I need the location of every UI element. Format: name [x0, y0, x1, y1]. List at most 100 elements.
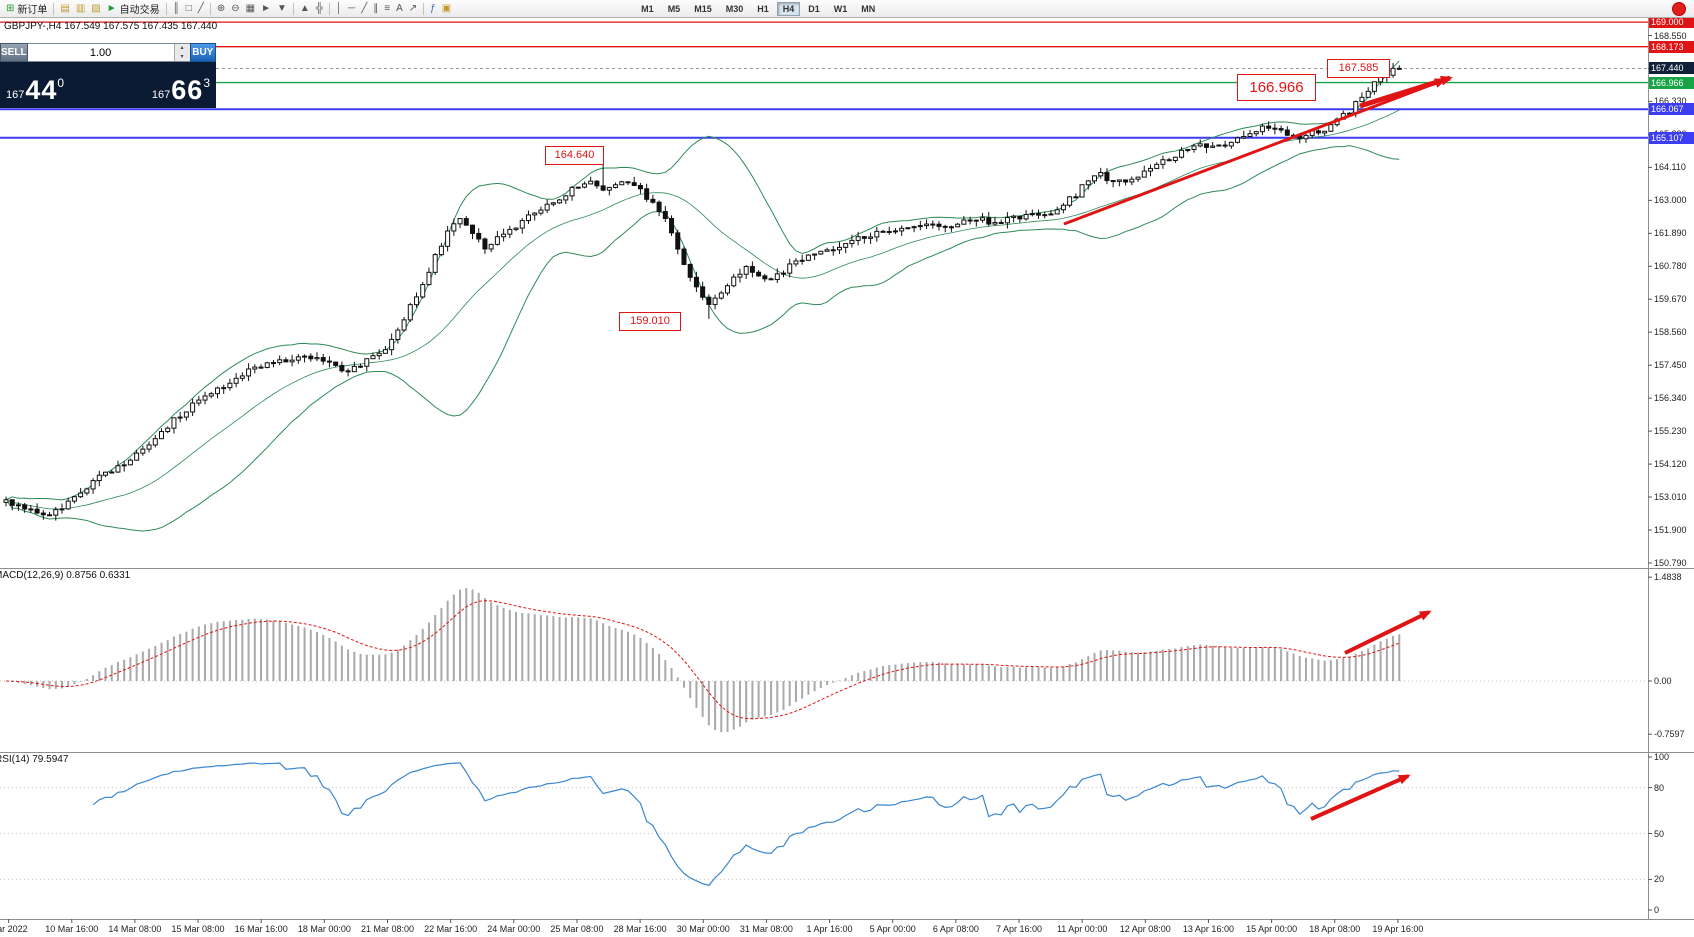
- time-axis-label[interactable]: 28 Mar 16:00: [613, 924, 667, 934]
- time-axis-label[interactable]: 31 Mar 08:00: [739, 924, 793, 934]
- cursor-button[interactable]: ▲: [297, 1, 313, 17]
- time-axis-label[interactable]: 13 Apr 16:00: [1182, 924, 1234, 934]
- macd-axis-label: 1.4838: [1654, 572, 1682, 583]
- text-tool-button[interactable]: A: [393, 1, 406, 17]
- time-axis-label[interactable]: 15 Apr 00:00: [1246, 924, 1298, 934]
- timeframe-w1-button[interactable]: W1: [833, 3, 848, 14]
- time-axis-label[interactable]: 21 Mar 08:00: [360, 924, 415, 934]
- chart-window-icon: ▤: [60, 2, 70, 14]
- chart-type-line-button[interactable]: ╱: [195, 1, 207, 17]
- price-tick-label: 163.000: [1654, 195, 1687, 206]
- timeframe-h1-button[interactable]: H1: [757, 3, 769, 14]
- timeframe-m1-button[interactable]: M1: [641, 3, 654, 14]
- time-axis-label[interactable]: Mar 2022: [0, 924, 28, 934]
- zoom-out-button[interactable]: ⊖: [228, 1, 242, 17]
- time-axis-label[interactable]: 5 Apr 00:00: [869, 924, 916, 934]
- timeframe-m5-button[interactable]: M5: [667, 3, 681, 14]
- price-tick-label: 155.230: [1654, 426, 1687, 437]
- price-badge-168.173: 168.173: [1649, 40, 1694, 53]
- tile-windows-icon: ▦: [245, 2, 256, 14]
- crosshair-button[interactable]: ╬: [313, 1, 326, 17]
- profiles-icon: ▥: [75, 2, 86, 14]
- bollinger-lower-band: [5, 145, 1400, 532]
- rsi-trend-arrow[interactable]: [1310, 774, 1411, 821]
- volume-decrement-button[interactable]: ▾: [174, 52, 190, 61]
- notification-badge[interactable]: [1672, 1, 1686, 16]
- price-tick-label: 150.790: [1654, 557, 1687, 568]
- timeframe-d1-button[interactable]: D1: [808, 3, 820, 14]
- time-axis-label[interactable]: 11 Apr 00:00: [1056, 924, 1108, 934]
- time-axis-label[interactable]: 1 Apr 16:00: [806, 924, 853, 934]
- cursor-icon: ▲: [299, 2, 310, 14]
- timeframe-h4-button[interactable]: H4: [776, 1, 801, 16]
- time-axis-label[interactable]: 6 Apr 08:00: [932, 924, 979, 934]
- macd-trend-arrow[interactable]: [1344, 610, 1432, 655]
- price-tick-label: 151.900: [1654, 525, 1687, 535]
- price-badge-166.966: 166.966: [1649, 76, 1694, 89]
- time-axis-label[interactable]: 10 Mar 16:00: [45, 924, 99, 934]
- new-order-button[interactable]: ⊞ 新订单: [3, 1, 50, 17]
- time-axis-label[interactable]: 18 Mar 00:00: [297, 924, 351, 934]
- vertical-line-button[interactable]: │: [333, 1, 345, 17]
- price-tick-label: 157.450: [1654, 360, 1687, 371]
- indicators-button[interactable]: ƒ: [427, 1, 439, 17]
- price-badge-167.440: 167.440: [1649, 62, 1694, 75]
- price-tick-label: 159.670: [1654, 294, 1687, 305]
- templates-button[interactable]: ▣: [439, 1, 454, 17]
- chart-type-candles-button[interactable]: □: [183, 1, 195, 17]
- time-axis-label[interactable]: 22 Mar 16:00: [424, 924, 478, 934]
- arrows-tool-button[interactable]: ↗: [406, 1, 420, 17]
- chart-type-bars-button[interactable]: ║: [170, 1, 183, 17]
- toolbar: ⊞ 新订单 ▤ ▥ ▨ ► 自动交易 ║ □ ╱ ⊕ ⊖ ▦ ► ▼ ▲ ╬ │ ─ ╱ ∥ ≡ A ↗ ƒ ▣ M1 M5 M15 M3…: [0, 0, 1694, 18]
- auto-trading-button[interactable]: ► 自动交易: [104, 1, 163, 17]
- time-axis-label[interactable]: 30 Mar 00:00: [676, 924, 730, 934]
- timeframe-mn-button[interactable]: MN: [861, 3, 876, 14]
- market-watch-button[interactable]: ▨: [88, 1, 103, 17]
- price-trend-arrow[interactable]: [1063, 78, 1447, 226]
- buy-button[interactable]: BUY: [189, 43, 216, 62]
- chart-type-line-icon: ╱: [197, 2, 204, 14]
- volume-input[interactable]: [27, 44, 174, 61]
- trade-buttons-row: SELL ▴ ▾ BUY: [0, 43, 216, 62]
- timeframe-m30-button[interactable]: M30: [725, 3, 744, 14]
- volume-spinner: ▴ ▾: [173, 44, 190, 61]
- volume-increment-button[interactable]: ▴: [174, 44, 190, 53]
- time-axis-label[interactable]: 12 Apr 08:00: [1119, 924, 1171, 934]
- chart-shift-button[interactable]: ▼: [274, 1, 290, 17]
- equidistant-channel-button[interactable]: ∥: [370, 1, 381, 17]
- chart-window-button[interactable]: ▤: [57, 1, 72, 17]
- time-axis-label[interactable]: 24 Mar 00:00: [487, 924, 541, 934]
- time-axis-label[interactable]: 18 Apr 08:00: [1309, 924, 1361, 934]
- auto-scroll-button[interactable]: ►: [258, 1, 274, 17]
- tile-windows-button[interactable]: ▦: [243, 1, 258, 17]
- price-tick-label: 161.890: [1654, 228, 1687, 239]
- rsi-axis-label: 0: [1654, 905, 1660, 915]
- price-tick-label: 166.330: [1654, 96, 1687, 107]
- chart-type-candles-icon: □: [185, 2, 192, 14]
- price-trend-arrow-bold[interactable]: [1359, 75, 1453, 109]
- trendline-button[interactable]: ╱: [358, 1, 370, 17]
- zoom-in-button[interactable]: ⊕: [214, 1, 228, 17]
- time-axis-label[interactable]: 19 Apr 16:00: [1372, 924, 1424, 934]
- price-tick-label: 156.340: [1654, 393, 1687, 404]
- time-axis-label[interactable]: 14 Mar 08:00: [108, 924, 162, 934]
- swing-low-label: 159.010: [619, 312, 681, 331]
- sell-price-prefix: 167: [6, 89, 25, 101]
- time-axis-label[interactable]: 25 Mar 08:00: [550, 924, 604, 934]
- horizontal-line-button[interactable]: ─: [345, 1, 358, 17]
- rsi-indicator-label: RSI(14) 79.5947: [0, 754, 69, 765]
- time-axis-label[interactable]: 7 Apr 16:00: [995, 924, 1043, 934]
- profiles-button[interactable]: ▥: [73, 1, 88, 17]
- market-watch-icon: ▨: [91, 2, 101, 14]
- time-axis-label[interactable]: 15 Mar 08:00: [171, 924, 225, 934]
- crosshair-icon: ╬: [315, 2, 323, 14]
- sell-button[interactable]: SELL: [0, 43, 28, 62]
- time-axis-label[interactable]: 16 Mar 16:00: [234, 924, 288, 934]
- chart-shift-icon: ▼: [276, 2, 287, 14]
- fibonacci-button[interactable]: ≡: [381, 1, 393, 17]
- sell-price-big: 44: [25, 75, 58, 105]
- rsi-axis-label: 50: [1654, 828, 1665, 839]
- templates-icon: ▣: [441, 2, 452, 14]
- timeframe-m15-button[interactable]: M15: [694, 3, 712, 14]
